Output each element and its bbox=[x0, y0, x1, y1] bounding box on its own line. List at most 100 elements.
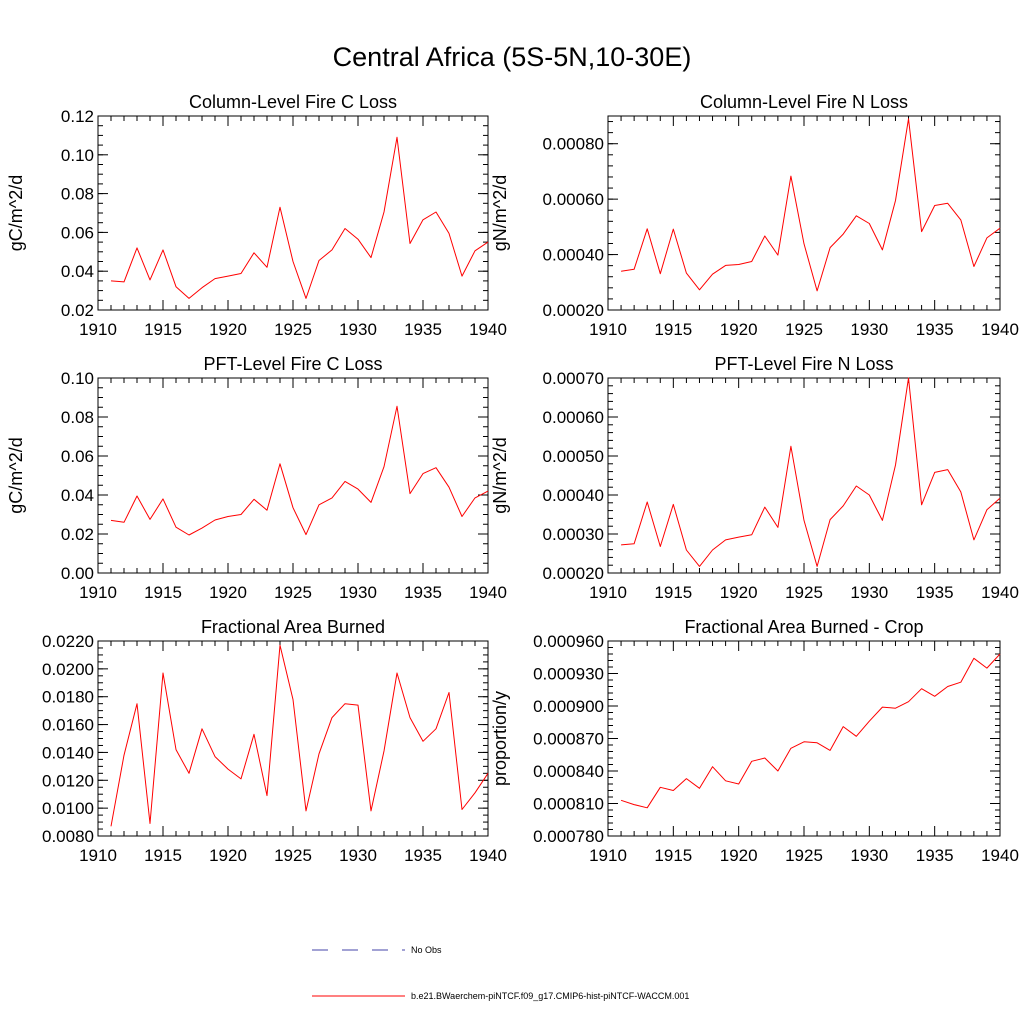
y-tick-label: 0.00040 bbox=[543, 486, 604, 505]
plot-frame bbox=[607, 377, 1001, 574]
y-tick-label: 0.0140 bbox=[42, 743, 94, 762]
y-tick-label: 0.0180 bbox=[42, 688, 94, 707]
x-tick-label: 1925 bbox=[785, 846, 823, 865]
y-tick-label: 0.0220 bbox=[42, 632, 94, 651]
x-tick-label: 1940 bbox=[469, 583, 507, 602]
plot-frame bbox=[607, 640, 1001, 837]
x-tick-label: 1920 bbox=[720, 846, 758, 865]
y-tick-label: 0.000810 bbox=[533, 795, 604, 814]
series-line bbox=[621, 118, 1001, 292]
y-tick-label: 0.00070 bbox=[543, 369, 604, 388]
x-tick-label: 1935 bbox=[916, 846, 954, 865]
y-tick-label: 0.08 bbox=[61, 408, 94, 427]
chart-panel: 0.00 0.02 0.04 0.06 0.08 0.10 1910 1915 1920 1925… bbox=[6, 354, 507, 602]
x-tick-label: 1935 bbox=[404, 583, 442, 602]
x-tick-label: 1925 bbox=[274, 320, 312, 339]
x-tick-label: 1940 bbox=[469, 846, 507, 865]
plot-frame bbox=[97, 115, 489, 311]
x-tick-label: 1935 bbox=[404, 320, 442, 339]
x-tick-label: 1930 bbox=[339, 320, 377, 339]
chart-panel: 0.00020 0.00040 0.00060 0.00080 1910 1915 1920… bbox=[490, 92, 1019, 339]
y-tick-label: 0.00020 bbox=[543, 564, 604, 583]
x-tick-label: 1925 bbox=[785, 583, 823, 602]
y-tick-label: 0.04 bbox=[61, 262, 94, 281]
panel-title: Fractional Area Burned bbox=[201, 617, 385, 637]
plot-frame bbox=[97, 377, 489, 574]
x-tick-label: 1915 bbox=[144, 320, 182, 339]
y-tick-label: 0.0100 bbox=[42, 799, 94, 818]
plot-frame bbox=[97, 640, 489, 837]
x-tick-label: 1930 bbox=[850, 846, 888, 865]
x-tick-label: 1925 bbox=[274, 583, 312, 602]
panel-title: PFT-Level Fire N Loss bbox=[714, 354, 893, 374]
x-tick-label: 1910 bbox=[589, 583, 627, 602]
panel-title: PFT-Level Fire C Loss bbox=[203, 354, 382, 374]
x-tick-label: 1940 bbox=[981, 320, 1019, 339]
x-tick-label: 1930 bbox=[850, 583, 888, 602]
chart-panel: 0.000780 0.000810 0.000840 0.000870 0.000900… bbox=[490, 617, 1019, 865]
series-line bbox=[110, 644, 489, 827]
x-tick-label: 1930 bbox=[339, 846, 377, 865]
x-tick-label: 1935 bbox=[404, 846, 442, 865]
series-line bbox=[110, 136, 489, 299]
y-tick-label: 0.00050 bbox=[543, 447, 604, 466]
x-tick-label: 1920 bbox=[720, 320, 758, 339]
y-axis-label: gN/m^2/d bbox=[490, 175, 510, 251]
y-tick-label: 0.00060 bbox=[543, 408, 604, 427]
y-tick-label: 0.000870 bbox=[533, 730, 604, 749]
y-tick-label: 0.000840 bbox=[533, 762, 604, 781]
y-axis-label: gC/m^2/d bbox=[6, 437, 26, 513]
x-tick-label: 1910 bbox=[79, 846, 117, 865]
y-tick-label: 0.10 bbox=[61, 146, 94, 165]
y-axis-label: gN/m^2/d bbox=[490, 437, 510, 513]
y-axis-label: gC/m^2/d bbox=[6, 175, 26, 251]
y-tick-label: 0.08 bbox=[61, 185, 94, 204]
x-tick-label: 1925 bbox=[274, 846, 312, 865]
x-tick-label: 1910 bbox=[589, 320, 627, 339]
x-tick-label: 1940 bbox=[469, 320, 507, 339]
y-tick-label: 0.000900 bbox=[533, 697, 604, 716]
legend-model-label: b.e21.BWaerchem-piNTCF.f09_g17.CMIP6-his… bbox=[411, 991, 689, 1001]
series-line bbox=[621, 377, 1001, 567]
chart-panel: 0.00020 0.00030 0.00040 0.00050 0.00060 0.000… bbox=[490, 354, 1019, 602]
x-tick-label: 1920 bbox=[209, 846, 247, 865]
x-tick-label: 1910 bbox=[79, 320, 117, 339]
y-tick-label: 0.02 bbox=[61, 301, 94, 320]
y-tick-label: 0.06 bbox=[61, 223, 94, 242]
x-tick-label: 1915 bbox=[144, 846, 182, 865]
y-tick-label: 0.00040 bbox=[543, 246, 604, 265]
y-tick-label: 0.0160 bbox=[42, 716, 94, 735]
series-line bbox=[620, 653, 1001, 809]
x-tick-label: 1910 bbox=[79, 583, 117, 602]
x-tick-label: 1915 bbox=[654, 583, 692, 602]
legend: No Obs b.e21.BWaerchem-piNTCF.f09_g17.CM… bbox=[312, 945, 689, 1001]
x-tick-label: 1925 bbox=[785, 320, 823, 339]
y-tick-label: 0.0200 bbox=[42, 660, 94, 679]
x-tick-label: 1935 bbox=[916, 320, 954, 339]
y-tick-label: 0.10 bbox=[61, 369, 94, 388]
panels-container: 0.02 0.04 0.06 0.08 0.10 0.12 1910 1915 1920 1925… bbox=[6, 92, 1019, 865]
y-tick-label: 0.0120 bbox=[42, 771, 94, 790]
x-tick-label: 1935 bbox=[916, 583, 954, 602]
chart-panel: 0.02 0.04 0.06 0.08 0.10 0.12 1910 1915 1920 1925… bbox=[6, 92, 507, 339]
y-tick-label: 0.12 bbox=[61, 107, 94, 126]
chart-panel: 0.0080 0.0100 0.0120 0.0140 0.0160 0.0180 0.02… bbox=[42, 617, 507, 865]
panel-title: Column-Level Fire C Loss bbox=[189, 92, 397, 112]
y-tick-label: 0.04 bbox=[61, 486, 94, 505]
legend-no-obs-label: No Obs bbox=[411, 945, 442, 955]
x-tick-label: 1920 bbox=[720, 583, 758, 602]
x-tick-label: 1920 bbox=[209, 583, 247, 602]
y-tick-label: 0.00020 bbox=[543, 301, 604, 320]
panel-title: Column-Level Fire N Loss bbox=[700, 92, 908, 112]
x-tick-label: 1930 bbox=[850, 320, 888, 339]
y-tick-label: 0.000960 bbox=[533, 632, 604, 651]
plot-frame bbox=[607, 115, 1001, 311]
y-tick-label: 0.000930 bbox=[533, 665, 604, 684]
panel-title: Fractional Area Burned - Crop bbox=[684, 617, 923, 637]
x-tick-label: 1910 bbox=[589, 846, 627, 865]
x-tick-label: 1940 bbox=[981, 846, 1019, 865]
y-tick-label: 0.00 bbox=[61, 564, 94, 583]
x-tick-label: 1915 bbox=[144, 583, 182, 602]
y-tick-label: 0.06 bbox=[61, 447, 94, 466]
x-tick-label: 1930 bbox=[339, 583, 377, 602]
